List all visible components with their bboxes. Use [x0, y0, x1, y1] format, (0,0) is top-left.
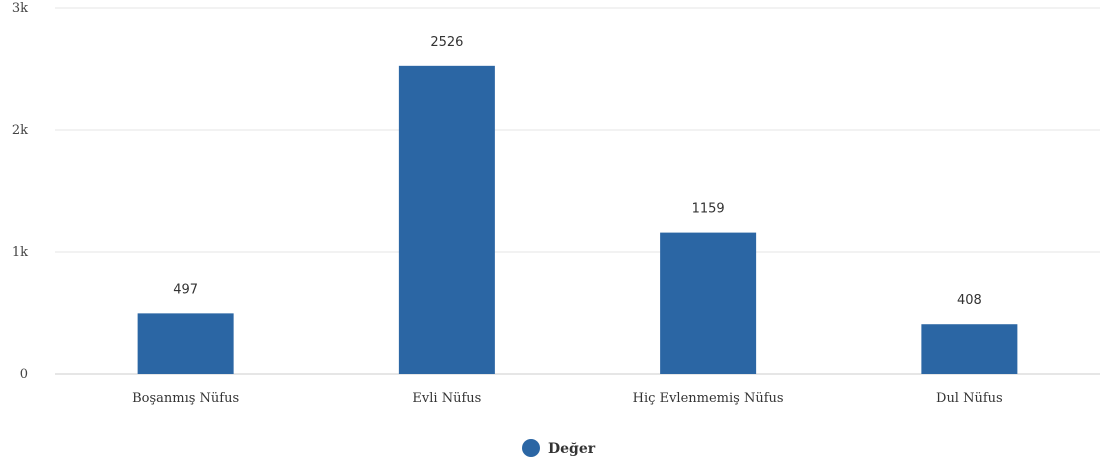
- data-labels: 497 2526 1159 408: [173, 35, 982, 308]
- y-tick-label: 0: [20, 367, 28, 382]
- x-tick-label: Boşanmış Nüfus: [132, 391, 239, 406]
- y-tick-label: 1k: [12, 245, 28, 260]
- legend-marker[interactable]: [522, 439, 540, 457]
- bar[interactable]: [660, 232, 757, 374]
- legend[interactable]: Değer: [522, 439, 596, 457]
- bar[interactable]: [398, 65, 495, 374]
- y-tick-label: 2k: [12, 123, 28, 138]
- bar[interactable]: [137, 313, 234, 374]
- legend-label[interactable]: Değer: [548, 441, 596, 457]
- bars: [137, 65, 1018, 374]
- data-label: 497: [173, 282, 198, 297]
- x-tick-label: Evli Nüfus: [412, 391, 481, 406]
- y-tick-label: 3k: [12, 1, 28, 16]
- data-label: 408: [957, 293, 982, 308]
- x-axis-ticks: Boşanmış Nüfus Evli Nüfus Hiç Evlenmemiş N…: [132, 391, 1003, 406]
- x-tick-label: Dul Nüfus: [936, 391, 1003, 406]
- data-label: 2526: [430, 35, 463, 50]
- y-axis-ticks: 0 1k 2k 3k: [12, 1, 28, 382]
- bar[interactable]: [921, 324, 1018, 374]
- x-tick-label: Hiç Evlenmemiş Nüfus: [633, 391, 784, 406]
- data-label: 1159: [692, 202, 725, 217]
